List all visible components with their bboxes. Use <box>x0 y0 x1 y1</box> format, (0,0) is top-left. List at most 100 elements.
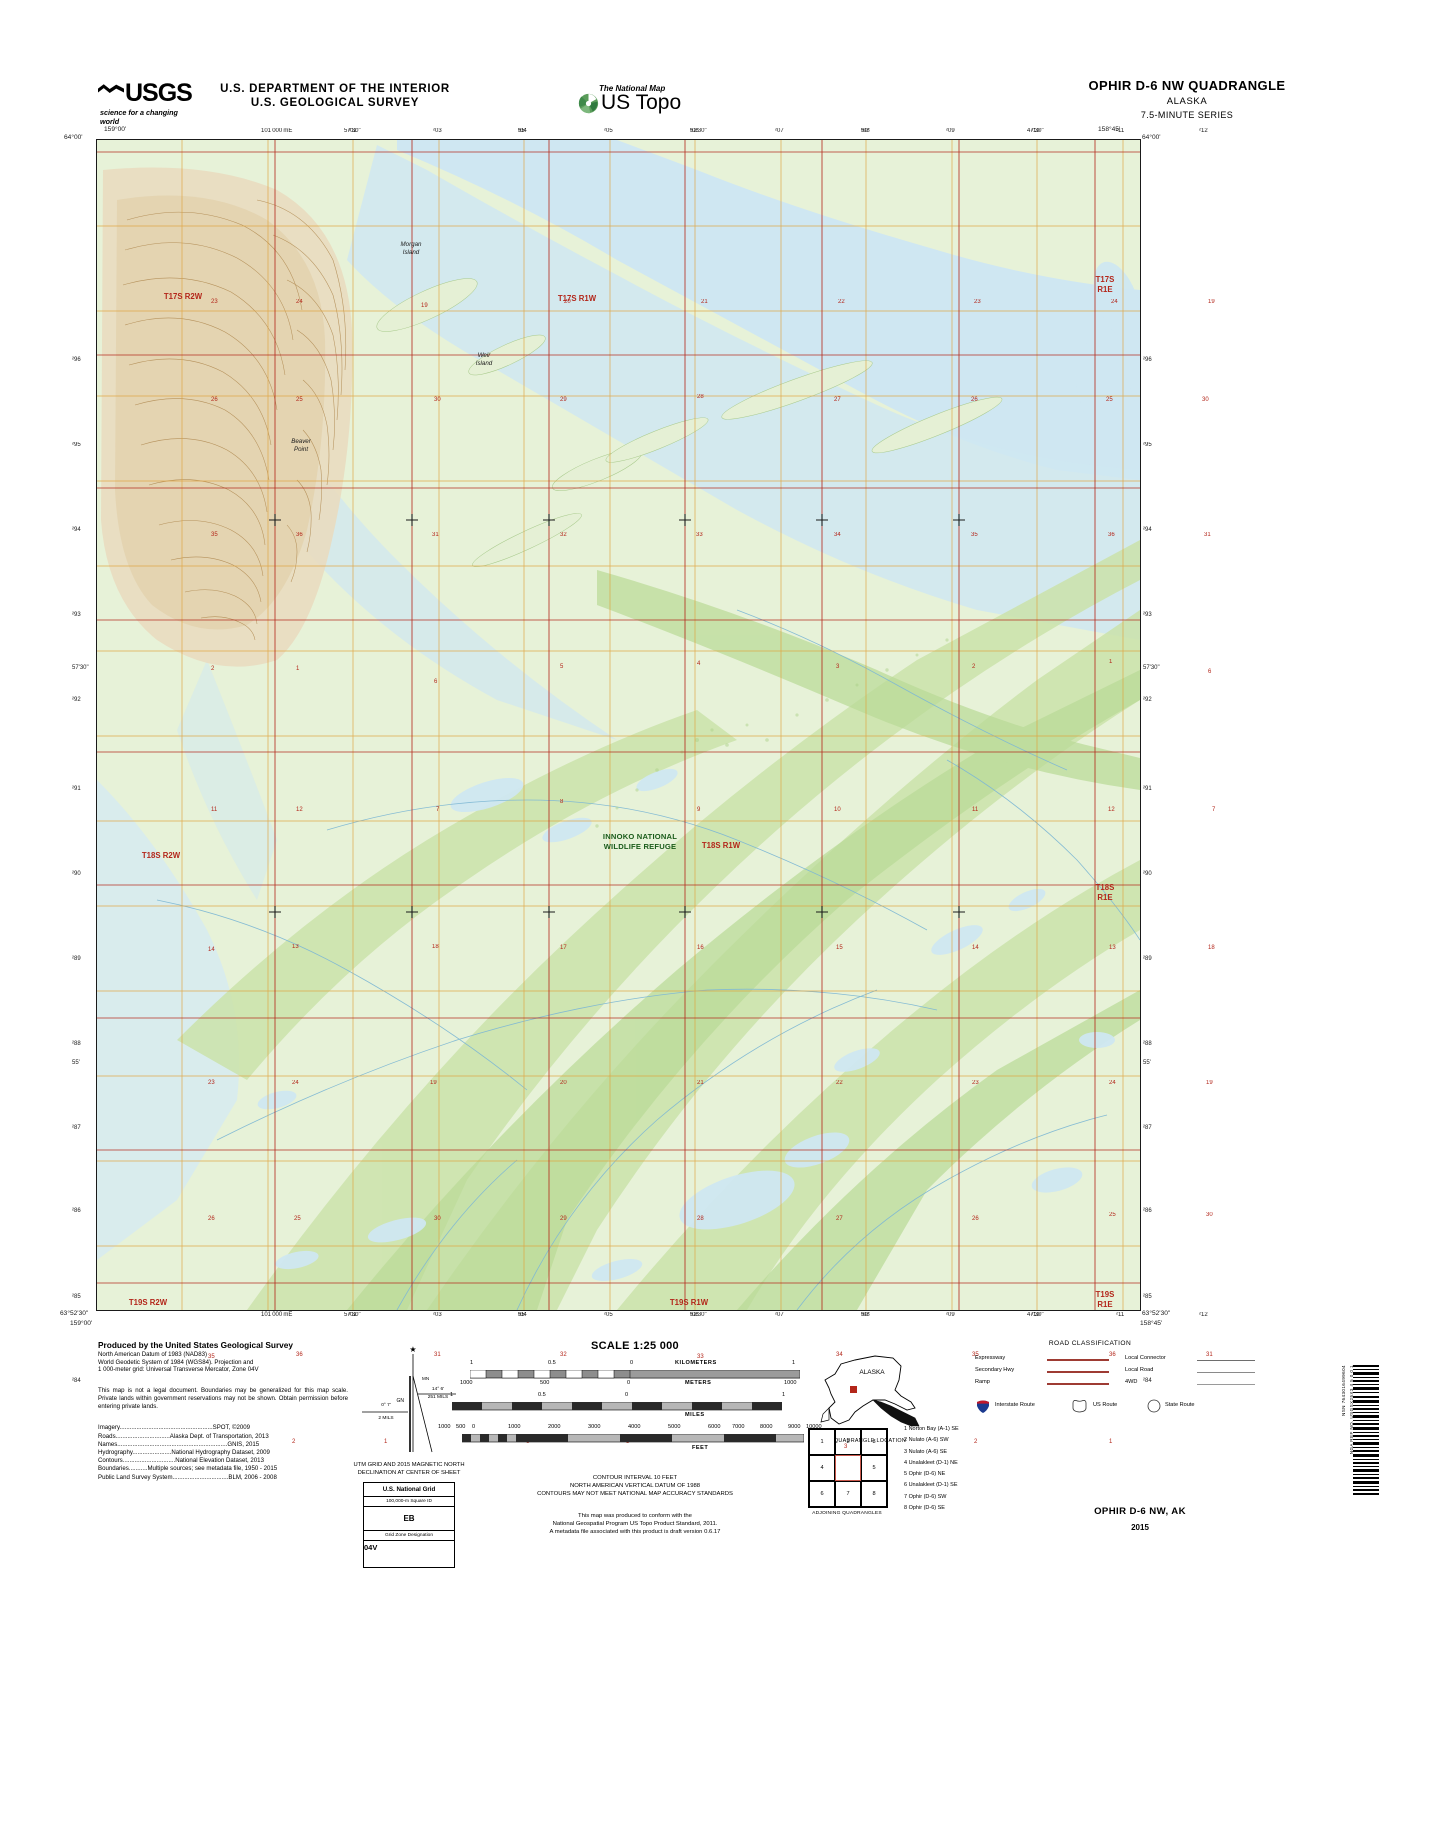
svg-text:★: ★ <box>409 1345 416 1354</box>
section-number: 26 <box>211 397 218 403</box>
map-tick-bottom: ²09 <box>946 1312 955 1318</box>
township-label: T18S R1W <box>701 841 741 850</box>
scale-title: SCALE 1:25 000 <box>591 1340 679 1352</box>
section-number: 9 <box>697 807 701 813</box>
map-tick-bottom: 50' <box>861 1312 869 1318</box>
section-number: 26 <box>971 397 978 403</box>
scale-ft-label: 2000 <box>548 1424 561 1430</box>
data-source-entry: Boundaries...........Multiple sources; s… <box>98 1465 278 1473</box>
map-tick-top: 101 000 mE <box>261 128 293 134</box>
map-place-label: Morgan Island <box>400 241 422 256</box>
section-number: 3 <box>844 1444 848 1450</box>
data-source-entry: Imagery.................................… <box>98 1424 251 1432</box>
sheet-title-block: OPHIR D-6 NW, AK 2015 <box>1020 1506 1260 1532</box>
section-number: 25 <box>294 1216 301 1222</box>
section-number: 25 <box>1106 397 1113 403</box>
township-label: T17S R2W <box>163 292 203 301</box>
data-source-list: Imagery.................................… <box>98 1424 348 1481</box>
national-map-pinwheel-icon <box>578 93 599 114</box>
conformance-line-3: A metadata file associated with this pro… <box>549 1529 721 1535</box>
section-number: 24 <box>296 299 303 305</box>
usng-square-value: EB <box>364 1507 454 1531</box>
section-number: 30 <box>434 397 441 403</box>
section-number: 2 <box>211 666 215 672</box>
svg-text:251 MILS: 251 MILS <box>428 1394 449 1400</box>
map-tick-right: ²88 <box>1143 1041 1152 1047</box>
section-number: 19 <box>1206 1080 1213 1086</box>
section-number: 23 <box>208 1080 215 1086</box>
corner-nw-lat: 64°00' <box>64 134 83 141</box>
map-tick-right: 55' <box>1143 1060 1151 1066</box>
map-canvas <box>97 140 1140 1310</box>
adjoining-quad-cell <box>835 1455 861 1481</box>
svg-text:14° 6': 14° 6' <box>432 1386 444 1392</box>
map-tick-right: ²85 <box>1143 1294 1152 1300</box>
adjoining-quad-cell: 4 <box>809 1455 835 1481</box>
adjoining-quad-entry: 4 Unalakleet (D-1) NE <box>904 1459 958 1466</box>
section-number: 12 <box>296 807 303 813</box>
usng-square-label: 100,000-m Square ID <box>364 1497 454 1507</box>
datum-line-1: North American Datum of 1983 (NAD83) <box>98 1351 208 1358</box>
credits-block: Produced by the United States Geological… <box>98 1340 348 1482</box>
svg-text:0° 7': 0° 7' <box>381 1402 391 1408</box>
section-number: 13 <box>292 944 299 950</box>
map-tick-top: 52'30" <box>690 128 707 134</box>
contour-interval: CONTOUR INTERVAL 10 FEET <box>592 1475 678 1481</box>
road-class-label: Local Road <box>1125 1367 1154 1373</box>
section-number: 35 <box>211 532 218 538</box>
usgs-wordmark: USGS <box>125 79 193 107</box>
adjoining-quadrangles-caption: ADJOINING QUADRANGLES <box>812 1511 882 1516</box>
map-tick-right: ²84 <box>1143 1378 1152 1384</box>
quadrangle-series: 7.5-MINUTE SERIES <box>1140 110 1234 120</box>
road-class-swatch <box>1047 1359 1109 1362</box>
corner-sw-lat: 63°52'30" <box>60 1310 89 1317</box>
section-number: 33 <box>697 1354 704 1360</box>
section-number: 32 <box>560 532 567 538</box>
scale-ft-label: 5000 <box>668 1424 681 1430</box>
adjoining-quadrangles-list: 1 Norton Bay (A-1) SE 2 Nulato (A-6) SW 3 … <box>904 1424 959 1514</box>
usng-zone-value: 04V <box>364 1543 378 1552</box>
scale-bar-kilometers <box>470 1370 800 1379</box>
section-number: 25 <box>1109 1212 1116 1218</box>
scale-ft-label: 8000 <box>760 1424 773 1430</box>
map-tick-left: ²93 <box>72 612 81 618</box>
scale-m-label: 0 <box>627 1380 631 1386</box>
section-number: 18 <box>1208 945 1215 951</box>
section-number: 12 <box>1108 807 1115 813</box>
adjoining-quad-entry: 7 Ophir (D-6) SW <box>904 1493 947 1500</box>
scale-km-label: 1 <box>792 1360 796 1366</box>
adjoining-quad-entry: 1 Norton Bay (A-1) SE <box>904 1426 959 1432</box>
sheet-title: OPHIR D-6 NW, AK <box>1094 1506 1186 1517</box>
map-tick-left: ²85 <box>72 1294 81 1300</box>
datum-line-3: 1 000-meter grid: Universal Transverse M… <box>98 1366 259 1374</box>
section-number: 22 <box>836 1080 843 1086</box>
adjoining-quad-cell: 7 <box>835 1481 861 1507</box>
scale-km-label: 1 <box>470 1360 474 1366</box>
road-classification-rows: Expressway Local Connector Secondary Hwy Lo… <box>975 1354 1255 1390</box>
conformance-line-1: This map was produced to conform with th… <box>578 1513 692 1519</box>
data-source-entry: Public Land Survey System...............… <box>98 1473 277 1481</box>
topographic-map[interactable] <box>96 139 1141 1311</box>
road-class-row: Expressway Local Connector <box>975 1354 1255 1366</box>
adjoining-quad-entry: 8 Ophir (D-6) SE <box>904 1505 945 1512</box>
section-number: 1 <box>384 1439 388 1445</box>
road-class-row: Ramp 4WD <box>975 1378 1255 1390</box>
section-number: 34 <box>834 532 841 538</box>
section-number: 14 <box>972 945 979 951</box>
map-tick-top: ²06 <box>690 128 699 134</box>
section-number: 22 <box>838 299 845 305</box>
scale-ft-label: 0 <box>472 1424 476 1430</box>
map-tick-top: ²05 <box>604 128 613 134</box>
road-class-swatch <box>1197 1372 1255 1373</box>
road-classification-legend: ROAD CLASSIFICATION Expressway Local Conn… <box>975 1340 1255 1414</box>
adjoining-quad-cell: 5 <box>861 1455 887 1481</box>
sheet-year: 2015 <box>1131 1523 1149 1532</box>
section-number: 28 <box>697 1216 704 1222</box>
us-topo-wordmark: US Topo <box>601 91 682 114</box>
map-place-label: Beaver Point <box>291 438 311 453</box>
section-number: 25 <box>296 397 303 403</box>
usgs-tagline: science for a changing world <box>100 108 178 126</box>
section-number: 2 <box>292 1439 296 1445</box>
scale-ft-label: 7000 <box>732 1424 745 1430</box>
